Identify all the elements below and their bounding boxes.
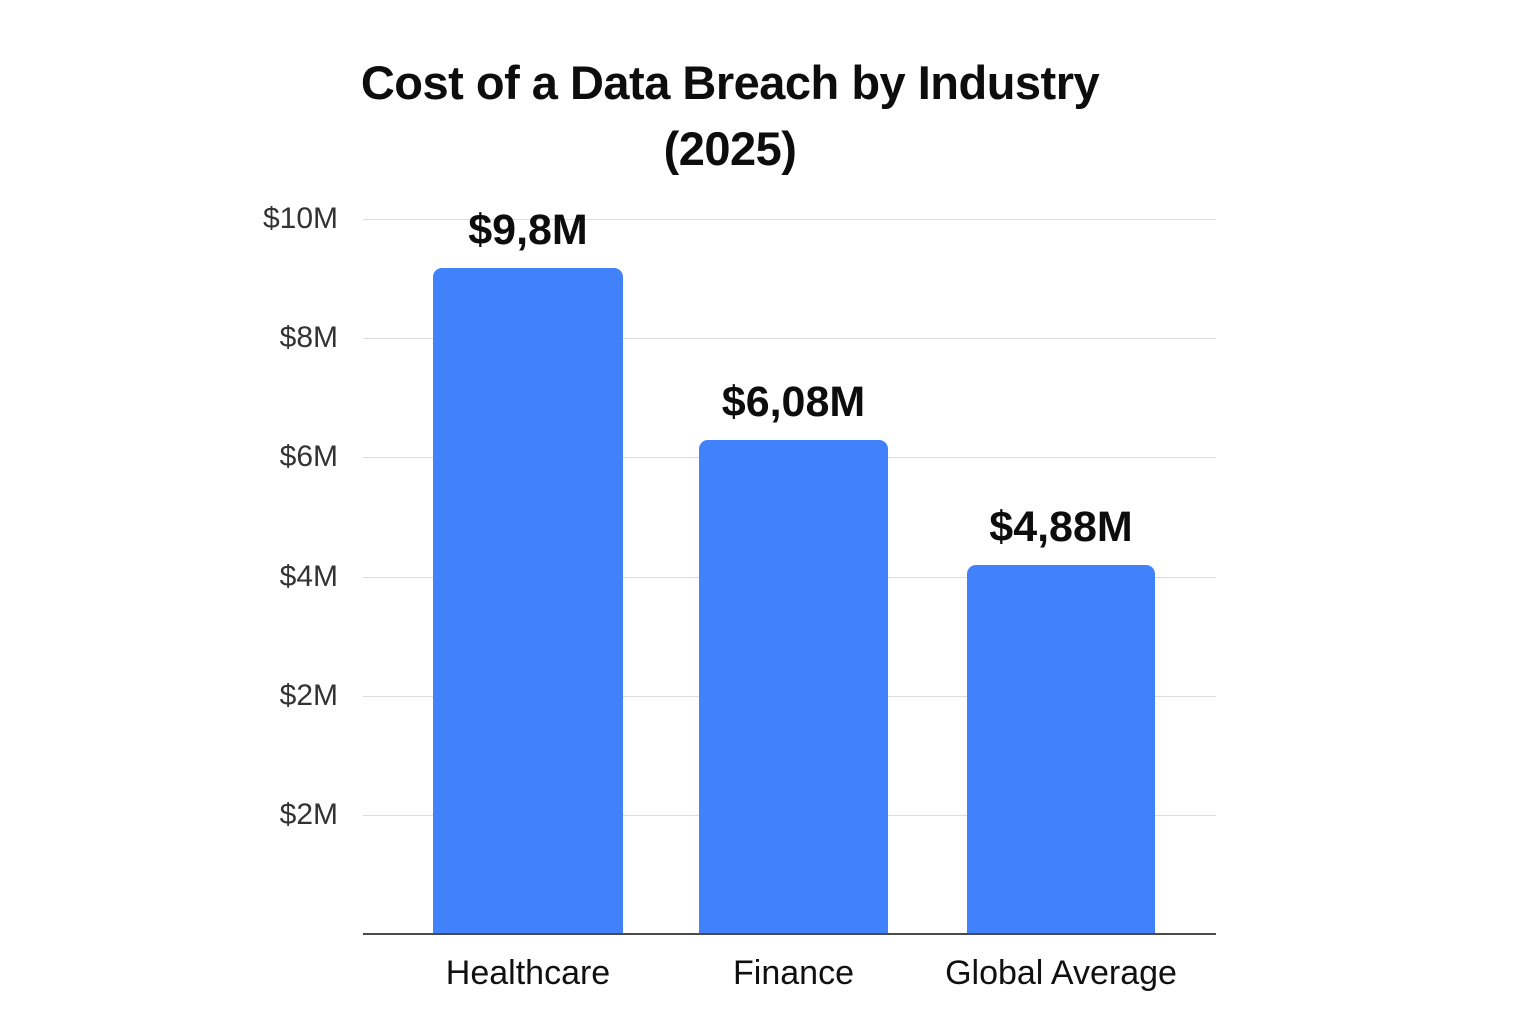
gridline [363, 219, 1216, 220]
bar-value-label-global-average: $4,88M [989, 503, 1133, 552]
x-axis-category-label-healthcare: Healthcare [445, 954, 611, 992]
bar-finance [699, 439, 888, 933]
y-axis-tick-label: $10M [262, 202, 338, 235]
y-axis-tick-label: $2M [279, 797, 338, 831]
bar-healthcare [433, 267, 623, 933]
y-axis-tick-label: $8M [279, 321, 338, 355]
bar-global-average [967, 565, 1155, 933]
y-axis-tick-label: $6M [279, 440, 338, 474]
bar-value-label-finance: $6,08M [721, 377, 866, 426]
chart-title-line2: (2025) [663, 122, 797, 175]
chart-title-line1: Cost of a Data Breach by Industry [360, 56, 1100, 109]
y-axis-tick-label: $2M [279, 678, 338, 712]
x-axis-category-label-finance: Finance [733, 954, 854, 992]
y-axis-tick-label: $4M [279, 559, 338, 593]
x-axis-line [363, 933, 1216, 935]
chart-title: Cost of a Data Breach by Industry (2025) [230, 50, 1230, 182]
bar-value-label-healthcare: $9,8M [468, 205, 588, 254]
gridline [363, 338, 1216, 340]
x-axis-category-label-global-average: Global Average [945, 954, 1177, 992]
